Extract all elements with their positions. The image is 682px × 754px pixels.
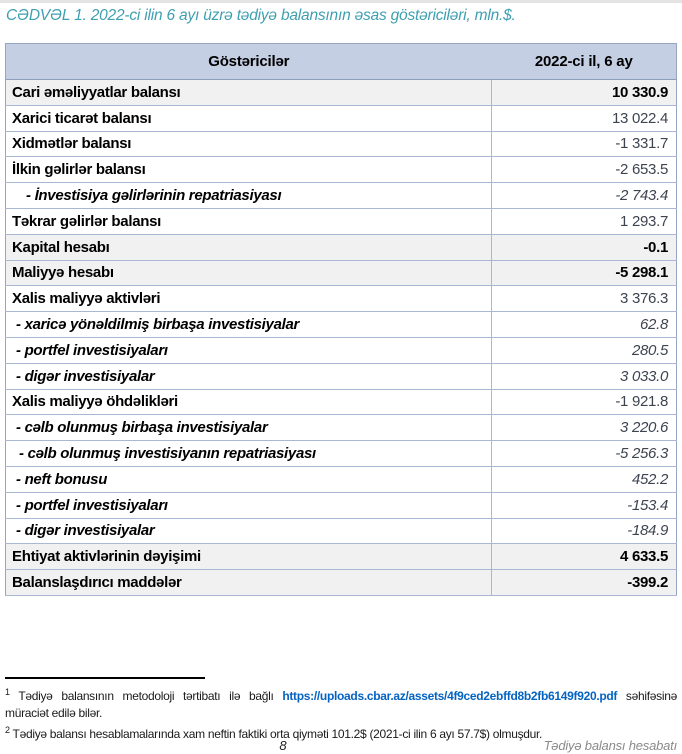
row-value: 452.2 <box>491 466 677 493</box>
row-label: - cəlb olunmuş investisiyanın repatriasi… <box>5 440 492 467</box>
row-label: Balanslaşdırıcı maddələr <box>5 569 492 596</box>
table-row: Balanslaşdırıcı maddələr -399.2 <box>5 569 677 596</box>
table-row: Xarici ticarət balansı 13 022.4 <box>5 105 677 132</box>
row-label: - cəlb olunmuş birbaşa investisiyalar <box>5 414 492 442</box>
document-page: CƏDVƏL 1. 2022-ci ilin 6 ayı üzrə tədiyə… <box>0 3 682 754</box>
footnote-separator <box>5 677 205 679</box>
balance-table: Göstəricilər 2022-ci il, 6 ay Cari əməli… <box>5 43 677 596</box>
row-value: -0.1 <box>491 234 677 261</box>
table-row: Xidmətlər balansı -1 331.7 <box>5 131 677 158</box>
row-value: 1 293.7 <box>491 208 677 235</box>
row-value: -153.4 <box>491 492 677 519</box>
footnote-1: 1 Tədiyə balansının metodoloji tərtibatı… <box>5 684 677 705</box>
table-row: - digər investisiyalar -184.9 <box>5 518 677 545</box>
table-row: - xaricə yönəldilmiş birbaşa investisiya… <box>5 311 677 338</box>
table-row: - digər investisiyalar 3 033.0 <box>5 363 677 390</box>
row-value: -5 256.3 <box>491 440 677 467</box>
row-label: - digər investisiyalar <box>5 363 492 390</box>
row-label: Xalis maliyyə öhdəlikləri <box>5 389 492 416</box>
row-value: 13 022.4 <box>491 105 677 132</box>
footnote-1-line2: müraciət edilə bilər. <box>5 706 103 720</box>
table-row: İlkin gəlirlər balansı -2 653.5 <box>5 156 677 184</box>
row-label: - portfel investisiyaları <box>5 337 492 364</box>
row-label: Xidmətlər balansı <box>5 131 492 158</box>
row-value: 3 220.6 <box>491 414 677 442</box>
row-value: -184.9 <box>491 518 677 545</box>
row-value: 4 633.5 <box>491 543 677 571</box>
row-label: İlkin gəlirlər balansı <box>5 156 492 184</box>
table-row: Ehtiyat aktivlərinin dəyişimi 4 633.5 <box>5 543 677 571</box>
row-label: Maliyyə hesabı <box>5 260 492 287</box>
column-header-period: 2022-ci il, 6 ay <box>491 43 677 80</box>
table-row: - portfel investisiyaları -153.4 <box>5 492 677 519</box>
row-value: -1 331.7 <box>491 131 677 158</box>
row-value: 280.5 <box>491 337 677 364</box>
table-row: Kapital hesabı -0.1 <box>5 234 677 261</box>
footnote-link[interactable]: https://uploads.cbar.az/assets/4f9ced2eb… <box>282 689 618 703</box>
row-value: 62.8 <box>491 311 677 338</box>
table-row: Təkrar gəlirlər balansı 1 293.7 <box>5 208 677 235</box>
footnote-2-marker: 2 <box>5 725 10 735</box>
table-header-row: Göstəricilər 2022-ci il, 6 ay <box>5 43 677 80</box>
row-label: Təkrar gəlirlər balansı <box>5 208 492 235</box>
table-row: - portfel investisiyaları 280.5 <box>5 337 677 364</box>
table-row: - neft bonusu 452.2 <box>5 466 677 493</box>
footnote-2: 2 Tədiyə balansı hesablamalarında xam ne… <box>5 722 677 743</box>
table-row: Xalis maliyyə öhdəlikləri -1 921.8 <box>5 389 677 416</box>
table-row: - cəlb olunmuş birbaşa investisiyalar 3 2… <box>5 414 677 442</box>
table-row: - İnvestisiya gəlirlərinin repatriasiyas… <box>5 182 677 209</box>
report-title: Tədiyə balansı hesabatı <box>543 738 678 753</box>
row-value: -2 653.5 <box>491 156 677 184</box>
column-header-indicators: Göstəricilər <box>5 43 492 80</box>
footnote-1-text: Tədiyə balansının metodoloji tərtibatı i… <box>18 689 274 703</box>
row-label: - neft bonusu <box>5 466 492 493</box>
row-value: -1 921.8 <box>491 389 677 416</box>
row-label: Xalis maliyyə aktivləri <box>5 285 492 313</box>
footnote-1-tail: səhifəsinə <box>625 689 677 703</box>
row-value: -399.2 <box>491 569 677 596</box>
row-value: -2 743.4 <box>491 182 677 209</box>
row-label: - portfel investisiyaları <box>5 492 492 519</box>
row-value: 3 033.0 <box>491 363 677 390</box>
footnotes-section: 1 Tədiyə balansının metodoloji tərtibatı… <box>5 677 677 743</box>
table-row: - cəlb olunmuş investisiyanın repatriasi… <box>5 440 677 467</box>
row-label: - digər investisiyalar <box>5 518 492 545</box>
row-label: Kapital hesabı <box>5 234 492 261</box>
page-number: 8 <box>279 738 287 753</box>
table-row: Xalis maliyyə aktivləri 3 376.3 <box>5 285 677 313</box>
row-label: Xarici ticarət balansı <box>5 105 492 132</box>
footnote-2-text: Tədiyə balansı hesablamalarında xam neft… <box>12 727 543 741</box>
row-value: 10 330.9 <box>491 79 677 106</box>
footnote-1-marker: 1 <box>5 687 10 697</box>
row-value: -5 298.1 <box>491 260 677 287</box>
table-row: Maliyyə hesabı -5 298.1 <box>5 260 677 287</box>
row-label: Ehtiyat aktivlərinin dəyişimi <box>5 543 492 571</box>
row-label: - xaricə yönəldilmiş birbaşa investisiya… <box>5 311 492 338</box>
table-body: Cari əməliyyatlar balansı 10 330.9 Xarici … <box>5 79 677 596</box>
row-value: 3 376.3 <box>491 285 677 313</box>
table-row: Cari əməliyyatlar balansı 10 330.9 <box>5 79 677 106</box>
row-label: - İnvestisiya gəlirlərinin repatriasiyas… <box>5 182 492 209</box>
page-title: CƏDVƏL 1. 2022-ci ilin 6 ayı üzrə tədiyə… <box>6 7 516 24</box>
row-label: Cari əməliyyatlar balansı <box>5 79 492 106</box>
